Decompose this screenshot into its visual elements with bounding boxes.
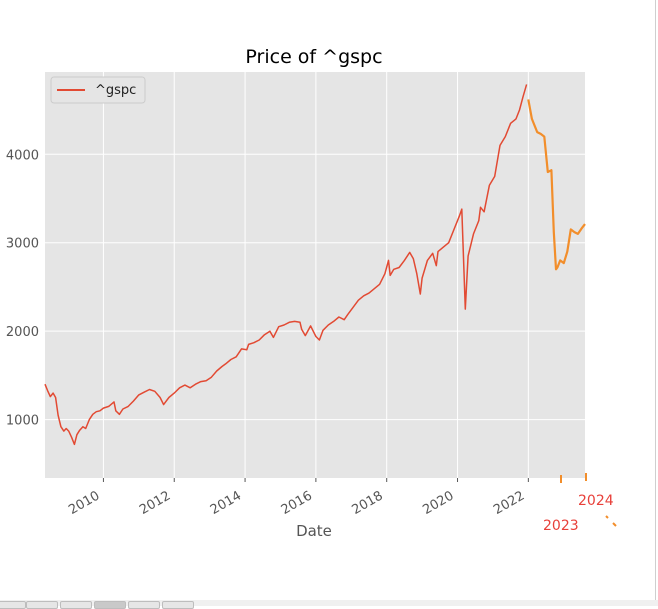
stray-marks — [560, 473, 617, 527]
y-tick-label: 2000 — [6, 325, 39, 340]
back-button[interactable] — [26, 601, 58, 609]
y-axis-ticks: 1000 2000 3000 4000 — [6, 148, 39, 428]
stray-mark — [605, 515, 609, 519]
chart-title: Price of ^gspc — [245, 46, 382, 68]
legend: ^gspc — [50, 76, 146, 104]
legend-label: ^gspc — [95, 83, 136, 98]
save-button[interactable] — [162, 601, 194, 609]
annotation-2023: 2023 — [543, 518, 579, 534]
x-axis-label: Date — [296, 522, 332, 540]
forward-button[interactable] — [60, 601, 92, 609]
home-button[interactable] — [0, 601, 26, 609]
annotation-2024: 2024 — [578, 493, 614, 509]
window-edge — [655, 0, 656, 606]
y-tick-label: 1000 — [6, 414, 39, 429]
legend-box — [50, 76, 146, 104]
zoom-button[interactable] — [128, 601, 160, 609]
pan-button[interactable] — [94, 601, 126, 609]
series-lines — [44, 84, 586, 446]
y-tick-label: 3000 — [6, 237, 39, 252]
series-line-forecast — [527, 99, 586, 271]
plot-area — [45, 72, 585, 478]
series-line-gspc — [44, 84, 528, 446]
gridlines — [45, 72, 585, 478]
y-tick-label: 4000 — [6, 148, 39, 163]
figure-toolbar — [0, 600, 658, 609]
stray-mark — [612, 522, 617, 527]
